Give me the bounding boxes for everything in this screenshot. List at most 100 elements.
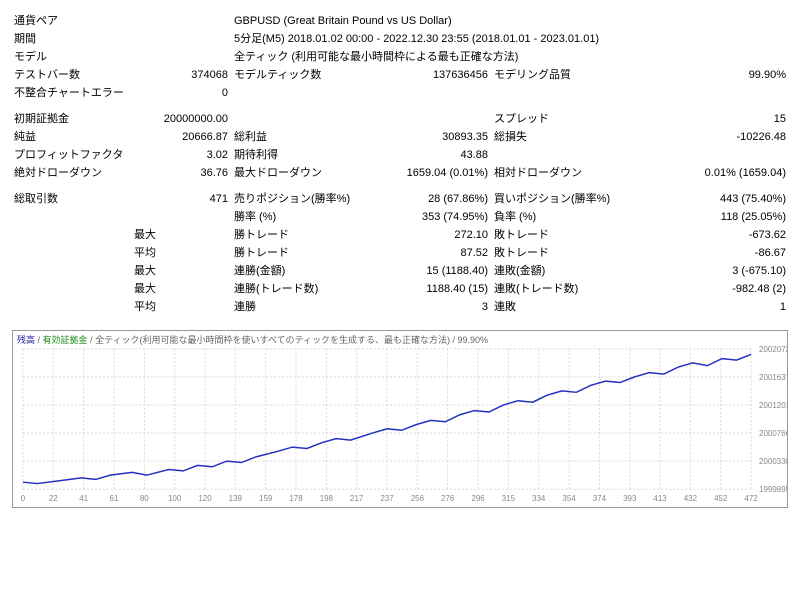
- value-cons-win-amt: 15 (1188.40): [364, 262, 494, 280]
- label-max-dd: 最大ドローダウン: [234, 164, 364, 182]
- svg-text:20020726: 20020726: [759, 345, 787, 354]
- label-max2: 最大: [134, 262, 234, 280]
- svg-text:139: 139: [229, 494, 243, 503]
- label-total-trades: 総取引数: [14, 190, 134, 208]
- row-winrate: 勝率 (%) 353 (74.95%) 負率 (%) 118 (25.05%): [14, 208, 786, 226]
- value-abs-dd: 36.76: [134, 164, 234, 182]
- label-win-trade2: 勝トレード: [234, 244, 364, 262]
- label-long-pos: 買いポジション(勝率%): [494, 190, 634, 208]
- label-loss-trade2: 敗トレード: [494, 244, 634, 262]
- value-cons-loss-cnt: -982.48 (2): [634, 280, 786, 298]
- label-cons-loss: 連敗: [494, 298, 634, 316]
- label-deposit: 初期証拠金: [14, 110, 134, 128]
- value-period: 5分足(M5) 2018.01.02 00:00 - 2022.12.30 23…: [234, 30, 786, 48]
- row-dd: 絶対ドローダウン 36.76 最大ドローダウン 1659.04 (0.01%) …: [14, 164, 786, 182]
- row-trades: 総取引数 471 売りポジション(勝率%) 28 (67.86%) 買いポジショ…: [14, 190, 786, 208]
- label-expected: 期待利得: [234, 146, 364, 164]
- svg-text:120: 120: [198, 494, 212, 503]
- value-profit-factor: 3.02: [134, 146, 234, 164]
- label-win-trade: 勝トレード: [234, 226, 364, 244]
- svg-text:178: 178: [289, 494, 303, 503]
- svg-text:22: 22: [49, 494, 58, 503]
- value-model-ticks: 137636456: [364, 66, 494, 84]
- svg-text:354: 354: [562, 494, 576, 503]
- value-deposit: 20000000.00: [134, 110, 234, 128]
- label-short-pos: 売りポジション(勝率%): [234, 190, 364, 208]
- row-pair: 通貨ペア GBPUSD (Great Britain Pound vs US D…: [14, 12, 786, 30]
- value-pair: GBPUSD (Great Britain Pound vs US Dollar…: [234, 12, 786, 30]
- row-avgtrade: 平均 勝トレード 87.52 敗トレード -86.67: [14, 244, 786, 262]
- row-model: モデル 全ティック (利用可能な最小時間枠による最も正確な方法): [14, 48, 786, 66]
- label-loss-trade: 敗トレード: [494, 226, 634, 244]
- svg-text:452: 452: [714, 494, 728, 503]
- label-win-rate: 勝率 (%): [234, 208, 364, 226]
- svg-text:256: 256: [411, 494, 425, 503]
- svg-text:20007662: 20007662: [759, 429, 787, 438]
- row-mismatch: 不整合チャートエラー 0: [14, 84, 786, 102]
- svg-text:20016371: 20016371: [759, 373, 787, 382]
- label-gross-profit: 総利益: [234, 128, 364, 146]
- svg-text:217: 217: [350, 494, 364, 503]
- label-spread: スプレッド: [494, 110, 634, 128]
- svg-text:159: 159: [259, 494, 273, 503]
- label-avg2: 平均: [134, 298, 234, 316]
- svg-text:100: 100: [168, 494, 182, 503]
- label-model-ticks: モデルティック数: [234, 66, 364, 84]
- row-pf: プロフィットファクタ 3.02 期待利得 43.88: [14, 146, 786, 164]
- value-avg-cons-loss: 1: [634, 298, 786, 316]
- row-bars: テストバー数 374068 モデルティック数 137636456 モデリング品質…: [14, 66, 786, 84]
- row-period: 期間 5分足(M5) 2018.01.02 00:00 - 2022.12.30…: [14, 30, 786, 48]
- svg-text:198: 198: [320, 494, 334, 503]
- row-conswincnt: 最大 連勝(トレード数) 1188.40 (15) 連敗(トレード数) -982…: [14, 280, 786, 298]
- value-total-trades: 471: [134, 190, 234, 208]
- value-rel-dd: 0.01% (1659.04): [634, 164, 786, 182]
- value-long-pos: 443 (75.40%): [634, 190, 786, 208]
- label-abs-dd: 絶対ドローダウン: [14, 164, 134, 182]
- label-model-quality: モデリング品質: [494, 66, 634, 84]
- label-loss-rate: 負率 (%): [494, 208, 634, 226]
- value-loss-rate: 118 (25.05%): [634, 208, 786, 226]
- label-rel-dd: 相対ドローダウン: [494, 164, 634, 182]
- label-cons-win: 連勝: [234, 298, 364, 316]
- svg-text:80: 80: [140, 494, 149, 503]
- value-spread: 15: [634, 110, 786, 128]
- row-profit: 純益 20666.87 総利益 30893.35 総損失 -10226.48: [14, 128, 786, 146]
- value-short-pos: 28 (67.86%): [364, 190, 494, 208]
- label-profit-factor: プロフィットファクタ: [14, 146, 134, 164]
- svg-text:472: 472: [744, 494, 758, 503]
- value-net-profit: 20666.87: [134, 128, 234, 146]
- svg-text:296: 296: [471, 494, 485, 503]
- value-max-loss: -673.62: [634, 226, 786, 244]
- row-maxtrade: 最大 勝トレード 272.10 敗トレード -673.62: [14, 226, 786, 244]
- label-cons-win-cnt: 連勝(トレード数): [234, 280, 364, 298]
- label-max3: 最大: [134, 280, 234, 298]
- label-cons-loss-cnt: 連敗(トレード数): [494, 280, 634, 298]
- value-cons-win-cnt: 1188.40 (15): [364, 280, 494, 298]
- label-mismatch: 不整合チャートエラー: [14, 84, 134, 102]
- row-deposit: 初期証拠金 20000000.00 スプレッド 15: [14, 110, 786, 128]
- value-expected: 43.88: [364, 146, 494, 164]
- value-bars: 374068: [134, 66, 234, 84]
- svg-text:276: 276: [441, 494, 455, 503]
- value-max-dd: 1659.04 (0.01%): [364, 164, 494, 182]
- balance-chart: 残高 / 有効証拠金 / 全ティック(利用可能な最小時間枠を使いすべてのティック…: [12, 330, 788, 508]
- value-avg-cons-win: 3: [364, 298, 494, 316]
- value-model: 全ティック (利用可能な最小時間枠による最も正確な方法): [234, 48, 786, 66]
- svg-text:20003307: 20003307: [759, 457, 787, 466]
- label-pair: 通貨ペア: [14, 12, 134, 30]
- value-mismatch: 0: [134, 84, 234, 102]
- svg-text:0: 0: [21, 494, 26, 503]
- row-avgcons: 平均 連勝 3 連敗 1: [14, 298, 786, 316]
- svg-text:61: 61: [110, 494, 119, 503]
- value-cons-loss-amt: 3 (-675.10): [634, 262, 786, 280]
- svg-text:393: 393: [623, 494, 637, 503]
- strategy-report: 通貨ペア GBPUSD (Great Britain Pound vs US D…: [0, 0, 800, 324]
- label-avg1: 平均: [134, 244, 234, 262]
- value-win-rate: 353 (74.95%): [364, 208, 494, 226]
- label-max1: 最大: [134, 226, 234, 244]
- label-gross-loss: 総損失: [494, 128, 634, 146]
- svg-text:334: 334: [532, 494, 546, 503]
- label-cons-win-amt: 連勝(金額): [234, 262, 364, 280]
- label-period: 期間: [14, 30, 134, 48]
- svg-text:374: 374: [593, 494, 607, 503]
